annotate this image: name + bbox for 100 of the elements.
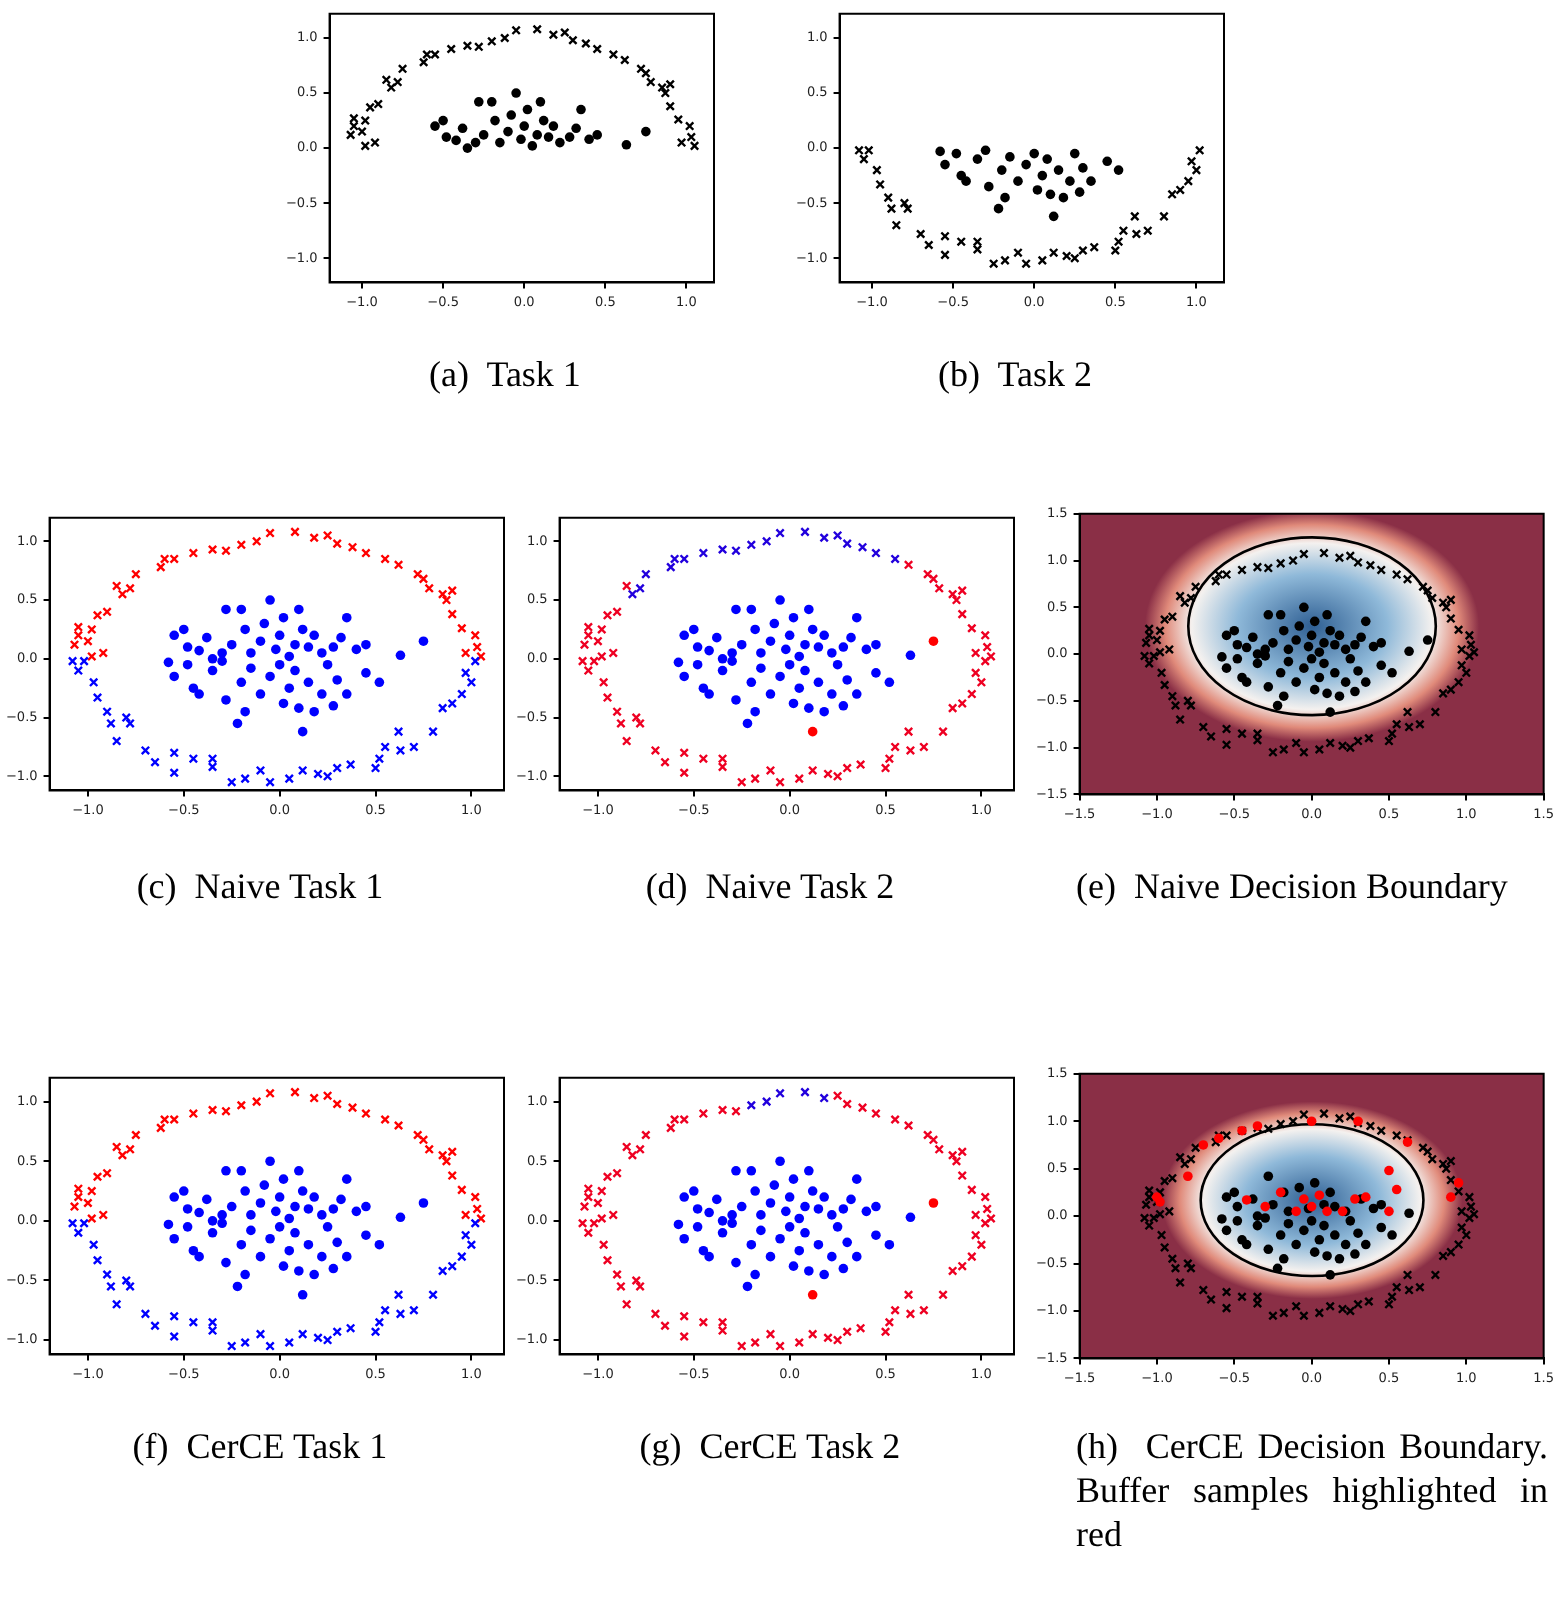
point [704,645,714,656]
point [1294,1182,1305,1193]
point [169,1114,180,1125]
point [775,1088,785,1099]
point [769,618,780,629]
point [1229,1187,1240,1198]
point [727,648,737,658]
point [188,753,199,764]
text: (e) Naive Decision Boundary [1076,864,1510,908]
point [207,544,218,555]
point [807,624,818,635]
point [608,49,619,60]
point [784,1192,795,1202]
point [527,141,538,151]
point [673,114,684,125]
point [1387,1230,1397,1240]
point [349,113,359,124]
point [905,1212,916,1223]
point [1113,165,1124,175]
point [522,104,533,115]
point [1037,170,1048,181]
point [665,101,676,112]
point [538,115,549,126]
point [679,630,689,641]
point [1299,1194,1309,1204]
point [548,121,559,131]
point [851,612,862,623]
point [1314,1190,1325,1201]
point [207,1325,218,1336]
point [784,659,795,670]
point [255,1329,266,1340]
point [819,630,829,641]
point [688,624,699,635]
point [861,644,872,655]
point [800,1227,810,1238]
point [446,44,457,54]
point [1058,192,1069,203]
point [169,747,180,758]
point [846,632,856,643]
point [842,675,852,685]
point [117,1150,128,1161]
point [871,548,881,558]
point [380,1114,390,1125]
point [746,539,757,550]
point [679,671,689,682]
point [1306,1216,1317,1226]
point [1360,1192,1371,1202]
point [621,140,632,150]
point [438,115,448,126]
point [1221,1225,1232,1236]
point [838,701,849,711]
point [717,665,728,676]
point [486,36,497,47]
point [750,1186,760,1196]
point [1069,148,1080,159]
point [1013,176,1023,186]
point [1368,1203,1379,1214]
point [1183,176,1194,186]
point [236,539,247,550]
point [1325,1270,1335,1280]
point [1345,1216,1356,1226]
point [819,532,830,543]
point [902,203,913,214]
point [1263,1171,1274,1182]
point [236,1100,247,1111]
point [746,604,757,615]
point [451,135,461,146]
point [409,742,419,752]
point [1217,1214,1227,1224]
point [731,545,741,556]
point [251,536,262,547]
point [380,1305,390,1316]
point [125,583,135,594]
point [775,1233,785,1244]
point [1069,253,1080,264]
point [1221,1192,1232,1202]
point [800,527,810,537]
point [784,1222,795,1232]
point [813,1204,824,1214]
point [996,165,1007,175]
point [240,773,251,784]
point [532,130,542,140]
point [857,542,868,553]
point [365,102,375,113]
point [1309,1178,1320,1188]
point [1350,1194,1360,1204]
point [832,1222,843,1232]
point [555,137,565,148]
point [1309,1247,1320,1257]
point [511,25,521,36]
point [788,698,799,709]
point [1384,1165,1394,1176]
point [980,145,991,156]
point [698,1245,709,1256]
point [717,1227,728,1238]
point [679,554,690,564]
point [940,159,950,170]
point [1029,148,1040,159]
point [150,1320,160,1331]
point [712,1194,722,1205]
